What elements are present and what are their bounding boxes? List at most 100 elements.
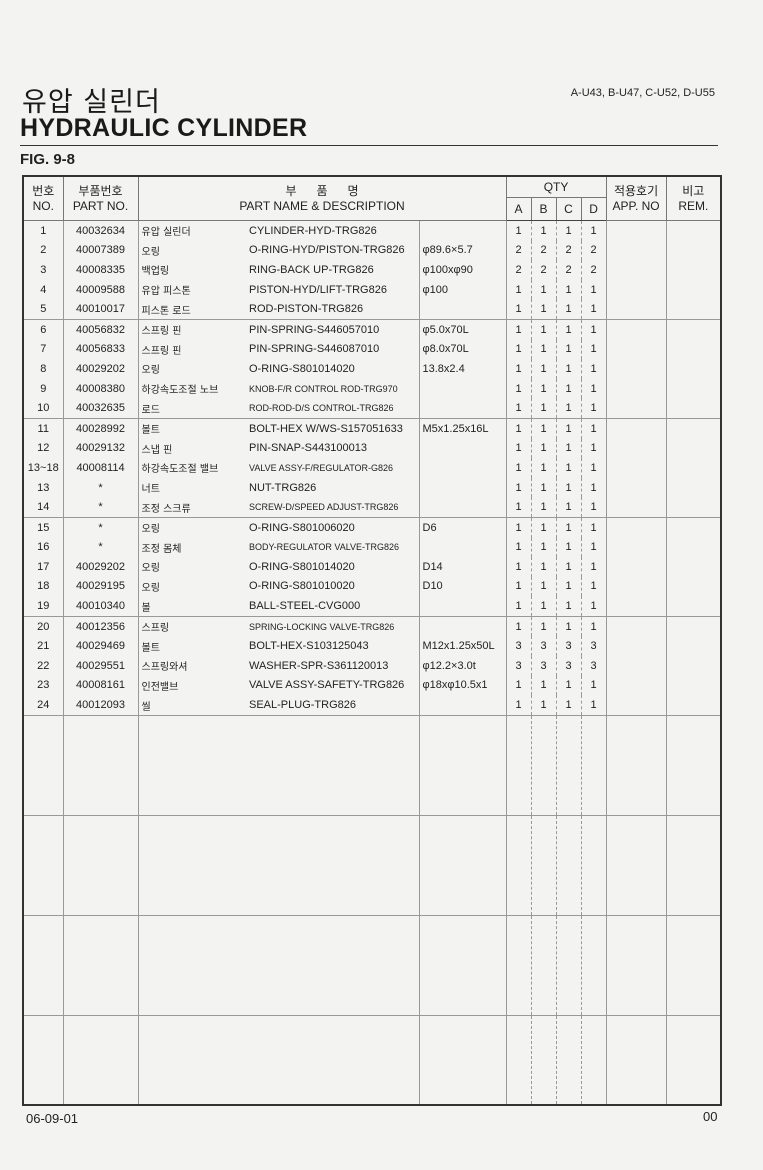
- qty-a: 1: [505, 279, 532, 300]
- part-name-english: BODY-REGULATOR VALVE-TRG826: [249, 542, 400, 553]
- item-number: 13: [22, 477, 63, 498]
- header-no: 번호 NO.: [22, 175, 64, 221]
- qty-c: 1: [555, 537, 582, 558]
- empty-row-block: [22, 915, 722, 1016]
- qty-c: 1: [555, 279, 582, 300]
- part-name-korean: 로드: [137, 398, 249, 419]
- part-name-english: RING-BACK UP-TRG826: [249, 263, 374, 276]
- qty-a: 1: [505, 398, 532, 419]
- title-korean: 유압 실린더: [22, 87, 161, 118]
- remarks-cell: [665, 537, 722, 558]
- qty-b: 1: [530, 378, 557, 399]
- qty-b: 1: [530, 418, 557, 439]
- qty-d: 1: [580, 497, 607, 518]
- qty-b: 1: [530, 299, 557, 320]
- header-no-en: NO.: [32, 198, 54, 213]
- table-row: 23 40008161 인전밸브 VALVE ASSY-SAFETY-TRG826 φ1…: [22, 675, 722, 696]
- qty-c: 3: [555, 636, 582, 657]
- remarks-cell: [665, 497, 722, 518]
- empty-cell: [605, 715, 667, 816]
- empty-cell: [62, 815, 138, 916]
- remarks-cell: [665, 596, 722, 617]
- part-name-korean: 유압 실린더: [137, 220, 249, 241]
- remarks-cell: [665, 576, 722, 597]
- table-row: 8 40029202 오링 O-RING-S801014020 13.8x2.4 1 1 1 1: [22, 359, 722, 379]
- qty-c: 1: [555, 596, 582, 617]
- part-name-korean: 인전밸브: [137, 675, 249, 696]
- part-spec: [418, 438, 507, 459]
- part-number: 40056833: [62, 339, 138, 360]
- part-name-korean: 스냅 핀: [137, 438, 249, 459]
- qty-c: 1: [555, 517, 582, 538]
- remarks-cell: [665, 557, 722, 577]
- qty-c: 1: [555, 220, 582, 241]
- header-part-en: PART NO.: [72, 198, 129, 213]
- qty-a: 1: [505, 616, 532, 637]
- header-remarks: 비고 REM.: [665, 175, 722, 221]
- qty-b: 1: [530, 675, 557, 696]
- qty-b: 3: [530, 636, 557, 657]
- empty-cell: [62, 915, 138, 1016]
- remarks-cell: [665, 260, 722, 280]
- item-number: 10: [22, 398, 63, 419]
- remarks-cell: [665, 339, 722, 360]
- part-spec: D10: [418, 576, 507, 597]
- qty-a: 1: [505, 458, 532, 478]
- qty-a: 1: [505, 557, 532, 577]
- qty-d: 2: [580, 240, 607, 261]
- qty-d: 1: [580, 378, 607, 399]
- qty-a: 1: [505, 695, 532, 716]
- part-number: 40009588: [62, 279, 138, 300]
- app-no-cell: [605, 438, 667, 459]
- part-spec: [418, 695, 507, 716]
- part-name-korean: 백업링: [137, 260, 249, 280]
- item-number: 4: [22, 279, 63, 300]
- part-number: 40029469: [62, 636, 138, 657]
- app-no-cell: [605, 616, 667, 637]
- table-row: 22 40029551 스프링와셔 WASHER-SPR-S361120013 φ12.…: [22, 656, 722, 676]
- empty-cell: [605, 1015, 667, 1106]
- remarks-cell: [665, 458, 722, 478]
- qty-d: 1: [580, 596, 607, 617]
- item-number: 24: [22, 695, 63, 716]
- item-number: 19: [22, 596, 63, 617]
- header-part-name: 부 품 명 PART NAME & DESCRIPTION: [137, 175, 507, 221]
- app-no-cell: [605, 675, 667, 696]
- part-spec: D6: [418, 517, 507, 538]
- page-number: 00: [703, 1109, 718, 1124]
- item-number: 16: [22, 537, 63, 558]
- part-spec: φ8.0x70L: [418, 339, 507, 360]
- item-number: 7: [22, 339, 63, 360]
- table-row: 4 40009588 유압 피스톤 PISTON-HYD/LIFT-TRG826 φ10…: [22, 279, 722, 300]
- empty-cell: [605, 915, 667, 1016]
- table-row: 7 40056833 스프링 핀 PIN-SPRING-S446087010 φ8.0x…: [22, 339, 722, 360]
- qty-d: 1: [580, 616, 607, 637]
- empty-cell: [580, 915, 607, 1016]
- part-name-korean: 오링: [137, 517, 249, 538]
- app-no-cell: [605, 517, 667, 538]
- header-app-no: 적용호기 APP. NO: [605, 175, 667, 221]
- empty-cell: [505, 915, 532, 1016]
- empty-cell: [505, 715, 532, 816]
- qty-d: 1: [580, 675, 607, 696]
- part-name-korean: 볼: [137, 596, 249, 617]
- qty-d: 1: [580, 695, 607, 716]
- qty-b: 1: [530, 576, 557, 597]
- empty-cell: [22, 715, 63, 816]
- empty-cell: [137, 1015, 249, 1106]
- qty-c: 1: [555, 497, 582, 518]
- qty-b: 1: [530, 497, 557, 518]
- header-qty-d: D: [580, 197, 607, 221]
- empty-cell: [665, 815, 722, 916]
- item-number: 15: [22, 517, 63, 538]
- qty-b: 1: [530, 398, 557, 419]
- qty-c: 1: [555, 695, 582, 716]
- table-row: 12 40029132 스냅 핀 PIN-SNAP-S443100013 1 1 1 1: [22, 438, 722, 459]
- part-number: 40029551: [62, 656, 138, 676]
- qty-d: 1: [580, 477, 607, 498]
- qty-a: 1: [505, 438, 532, 459]
- qty-a: 2: [505, 260, 532, 280]
- empty-cell: [665, 1015, 722, 1106]
- qty-a: 1: [505, 537, 532, 558]
- part-name-korean: 피스톤 로드: [137, 299, 249, 320]
